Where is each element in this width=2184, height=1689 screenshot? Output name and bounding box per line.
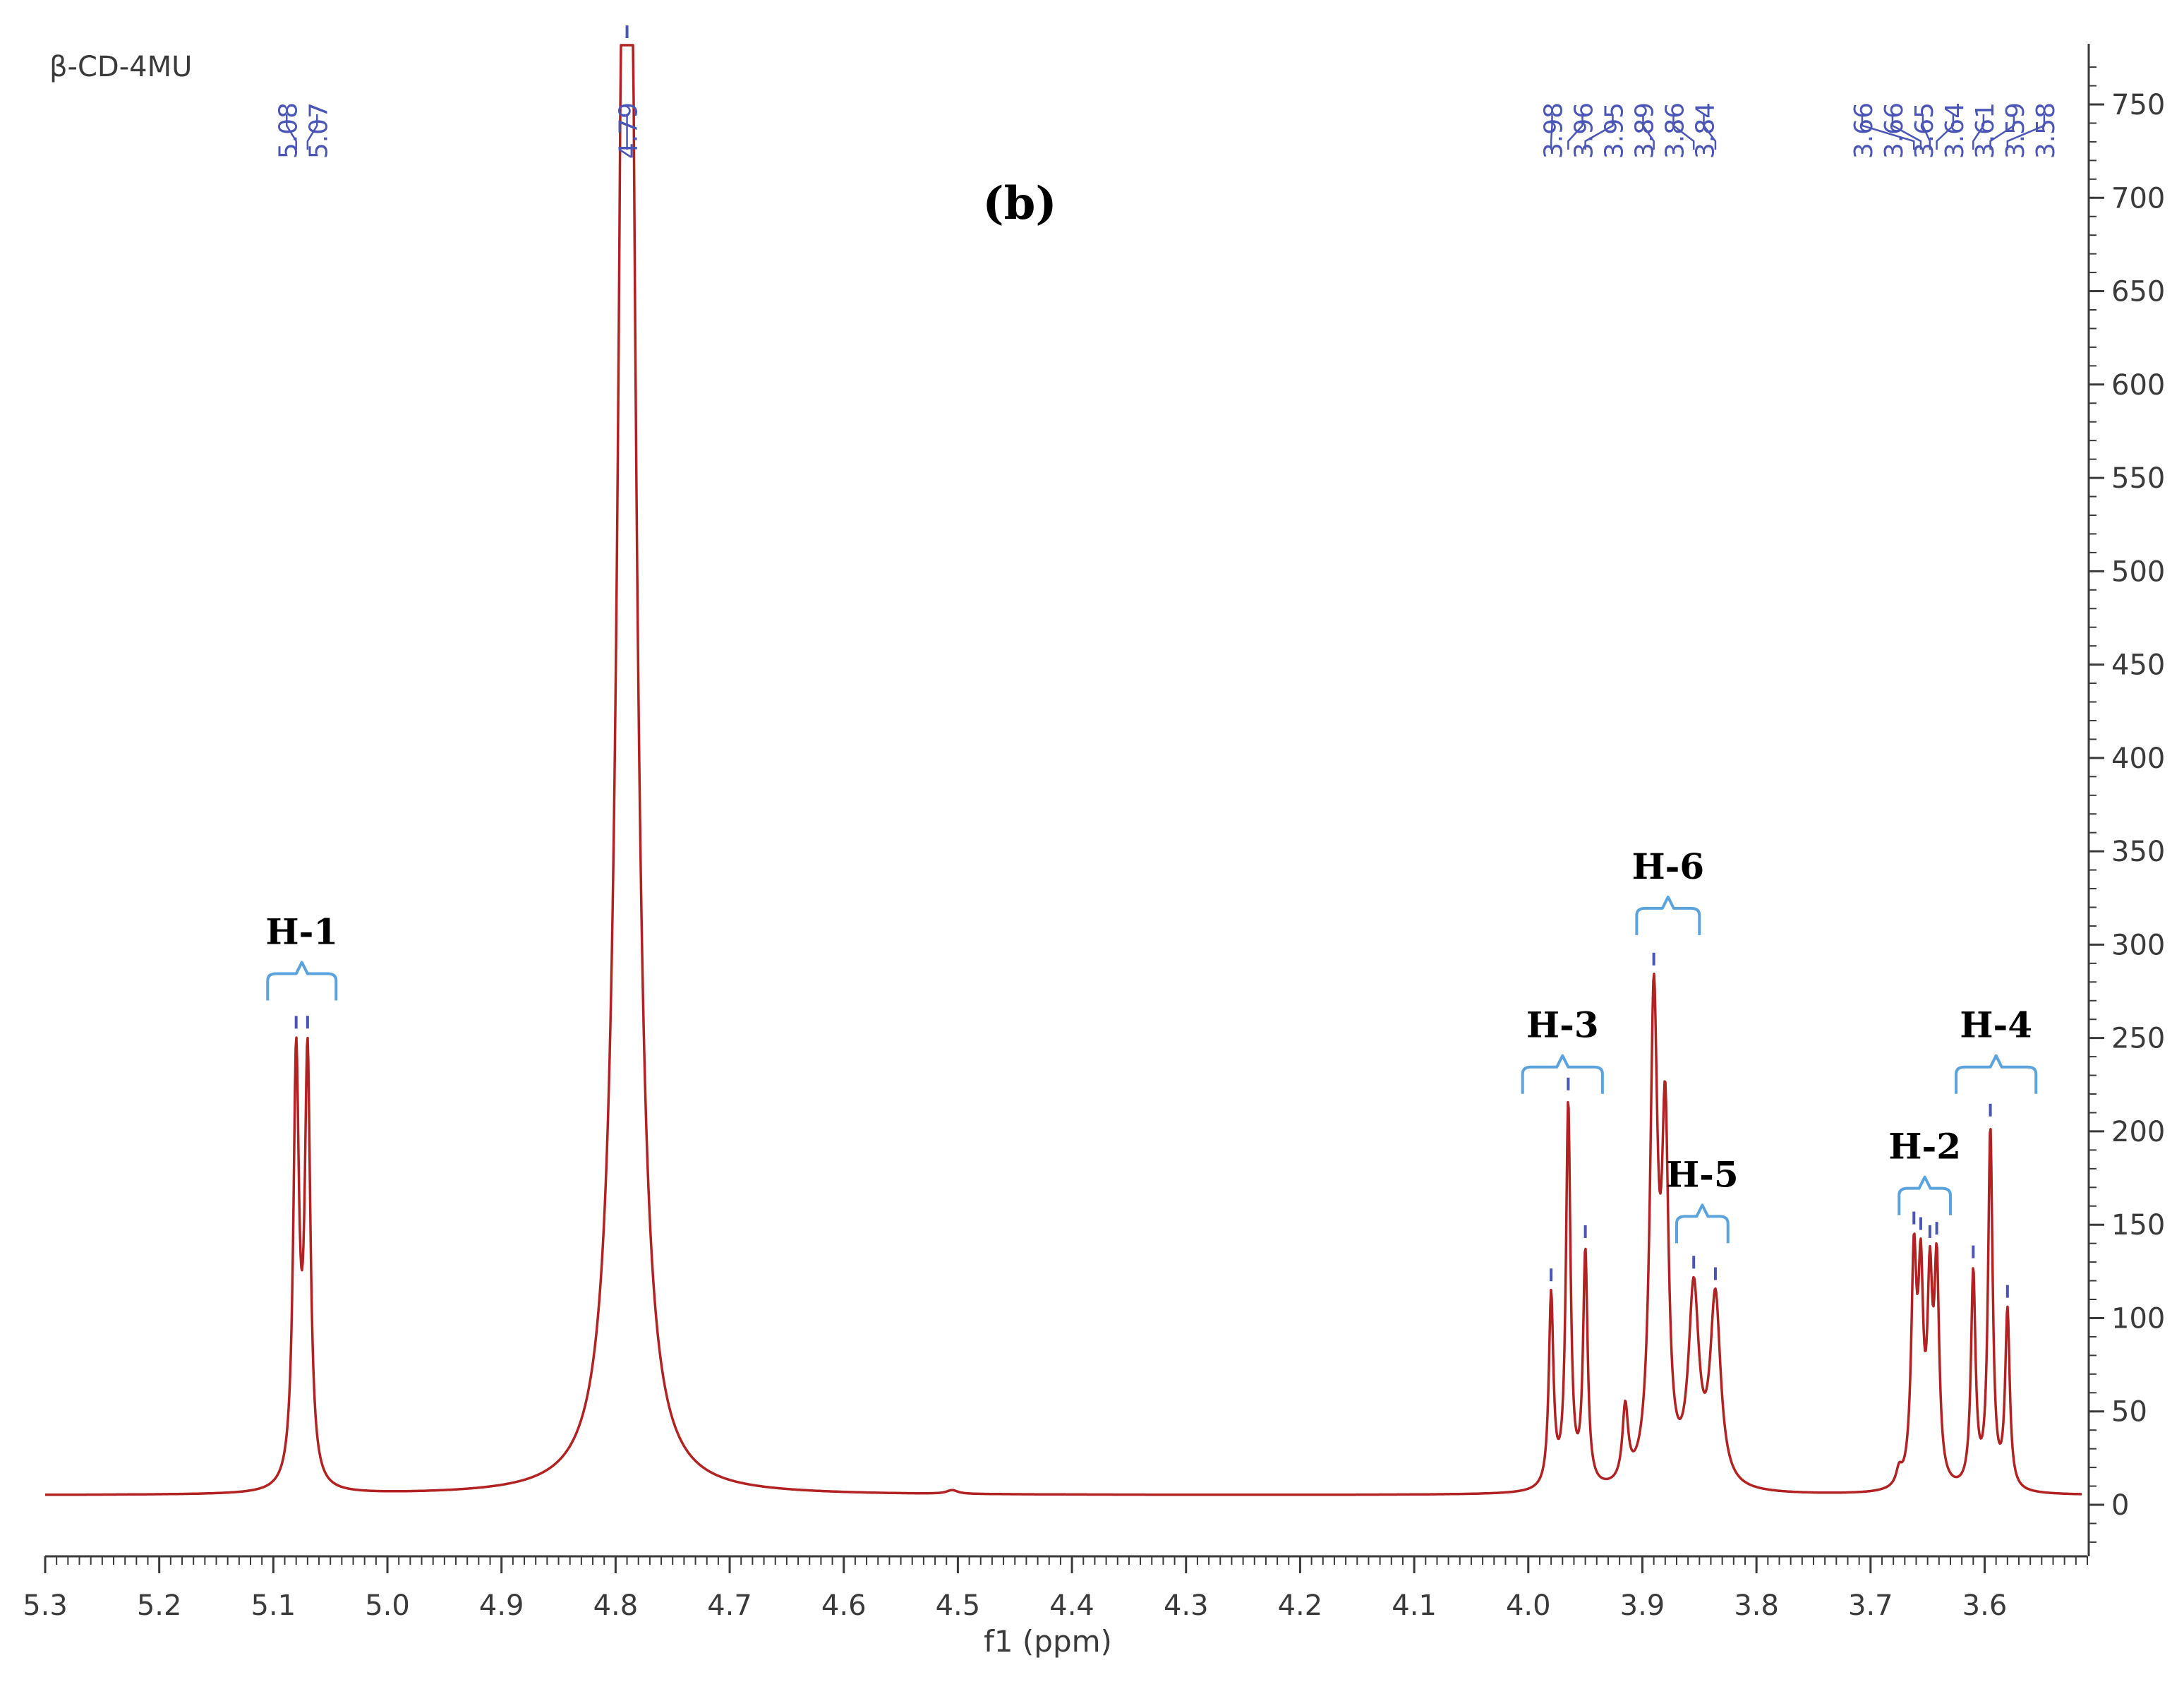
peak-label-connector xyxy=(306,114,318,150)
x-tick-label: 4.0 xyxy=(1506,1589,1551,1622)
peak-label-connector xyxy=(286,114,297,150)
annotation-layer: H-1 H-3 H-6 H-5 H-2 H-4 xyxy=(265,846,2038,1244)
peak-label: 4.79 xyxy=(615,102,644,159)
y-tick-label: 500 xyxy=(2111,555,2165,588)
x-tick-label: 4.8 xyxy=(593,1589,639,1622)
y-tick-label: 300 xyxy=(2111,929,2165,961)
y-tick-label: 250 xyxy=(2111,1023,2165,1055)
y-axis: 0 50 100 150 200 250 300 350 400 450 500 550 600 650 7… xyxy=(2087,44,2165,1556)
peak-label-connector xyxy=(1703,114,1717,150)
sample-label: β-CD-4MU xyxy=(49,51,192,83)
x-tick-label: 3.6 xyxy=(1962,1589,2008,1622)
x-tick-label: 4.4 xyxy=(1049,1589,1094,1622)
peak-label-layer: 5.08 5.07 4.79 3.98 3.96 3.95 3.89 3.86 3.84 3.66… xyxy=(274,102,2061,159)
peak-label: 3.84 xyxy=(1691,102,1720,159)
x-tick-label: 3.7 xyxy=(1848,1589,1893,1622)
peak-label-connector xyxy=(1989,114,2015,150)
x-axis: 5.3 5.2 5.1 5.0 4.9 4.8 4.7 4.6 4.5 4.4 4.3 4.2 4.1 4… xyxy=(23,1555,2088,1622)
peak-label: 3.89 xyxy=(1630,102,1659,159)
peak-label: 3.66 xyxy=(1880,102,1909,159)
assignment-label: H-4 xyxy=(1960,1004,2032,1046)
x-axis-label: f1 (ppm) xyxy=(984,1624,1112,1659)
peak-label: 5.08 xyxy=(274,102,303,159)
y-tick-label: 650 xyxy=(2111,276,2165,308)
x-tick-label: 3.8 xyxy=(1734,1589,1779,1622)
peak-label: 3.66 xyxy=(1850,102,1878,159)
peak-label: 5.07 xyxy=(304,102,333,159)
assignment-label: H-1 xyxy=(265,910,338,952)
y-tick-label: 350 xyxy=(2111,836,2165,868)
assignment-bracket xyxy=(1521,1054,1604,1094)
assignment-bracket xyxy=(1898,1175,1952,1215)
peak-label-connector xyxy=(1891,114,1922,150)
peak-label: 3.96 xyxy=(1569,102,1598,159)
peak-label-connector xyxy=(1550,114,1553,150)
assignment-label: H-2 xyxy=(1888,1126,1961,1167)
x-tick-label: 3.9 xyxy=(1620,1589,1665,1622)
assignment-label: H-3 xyxy=(1526,1004,1599,1046)
y-tick-label: 150 xyxy=(2111,1209,2165,1242)
peak-label: 3.58 xyxy=(2032,102,2061,159)
y-tick-label: 550 xyxy=(2111,462,2165,495)
y-tick-label: 600 xyxy=(2111,369,2165,402)
peak-label-connector xyxy=(1921,114,1931,150)
peak-label-connector xyxy=(2006,114,2046,150)
assignment-bracket xyxy=(1955,1054,2038,1094)
y-tick-label: 400 xyxy=(2111,743,2165,775)
y-tick-label: 50 xyxy=(2111,1396,2147,1429)
peak-label-connector xyxy=(1584,114,1614,150)
assignment-bracket xyxy=(1675,1203,1730,1244)
assignment-label: H-5 xyxy=(1666,1153,1739,1195)
assignment-bracket xyxy=(1635,895,1701,935)
spectrum-layer xyxy=(45,25,2082,1496)
x-tick-label: 4.1 xyxy=(1392,1589,1437,1622)
peak-label: 3.98 xyxy=(1539,102,1568,159)
x-tick-label: 4.7 xyxy=(707,1589,752,1622)
x-tick-label: 5.1 xyxy=(251,1589,296,1622)
peak-label-connector xyxy=(1861,114,1915,150)
x-tick-label: 4.5 xyxy=(936,1589,981,1622)
y-tick-label: 100 xyxy=(2111,1302,2165,1335)
peak-label-connector xyxy=(1672,114,1695,150)
assignment-label: H-6 xyxy=(1631,846,1704,887)
y-tick-label: 750 xyxy=(2111,89,2165,121)
peak-label-connector xyxy=(1972,114,1985,150)
peak-label: 3.86 xyxy=(1660,102,1689,159)
x-tick-label: 5.2 xyxy=(137,1589,182,1622)
assignment-bracket xyxy=(266,961,338,1001)
panel-label: (b) xyxy=(982,177,1056,230)
peak-label: 3.61 xyxy=(1971,102,2000,159)
x-tick-label: 5.0 xyxy=(365,1589,410,1622)
spectrum-trace xyxy=(45,44,2082,1496)
x-tick-label: 4.3 xyxy=(1164,1589,1209,1622)
y-tick-label: 700 xyxy=(2111,182,2165,215)
y-tick-label: 0 xyxy=(2111,1489,2129,1522)
y-tick-label: 200 xyxy=(2111,1116,2165,1148)
peak-label-connector xyxy=(1567,114,1583,150)
x-tick-label: 4.9 xyxy=(479,1589,524,1622)
x-tick-label: 5.3 xyxy=(23,1589,68,1622)
peak-label-connector xyxy=(1642,114,1655,150)
peak-label: 3.64 xyxy=(1941,102,1969,159)
x-tick-label: 4.6 xyxy=(821,1589,867,1622)
peak-label-connector xyxy=(1936,114,1955,150)
y-tick-label: 450 xyxy=(2111,649,2165,682)
x-tick-label: 4.2 xyxy=(1278,1589,1323,1622)
